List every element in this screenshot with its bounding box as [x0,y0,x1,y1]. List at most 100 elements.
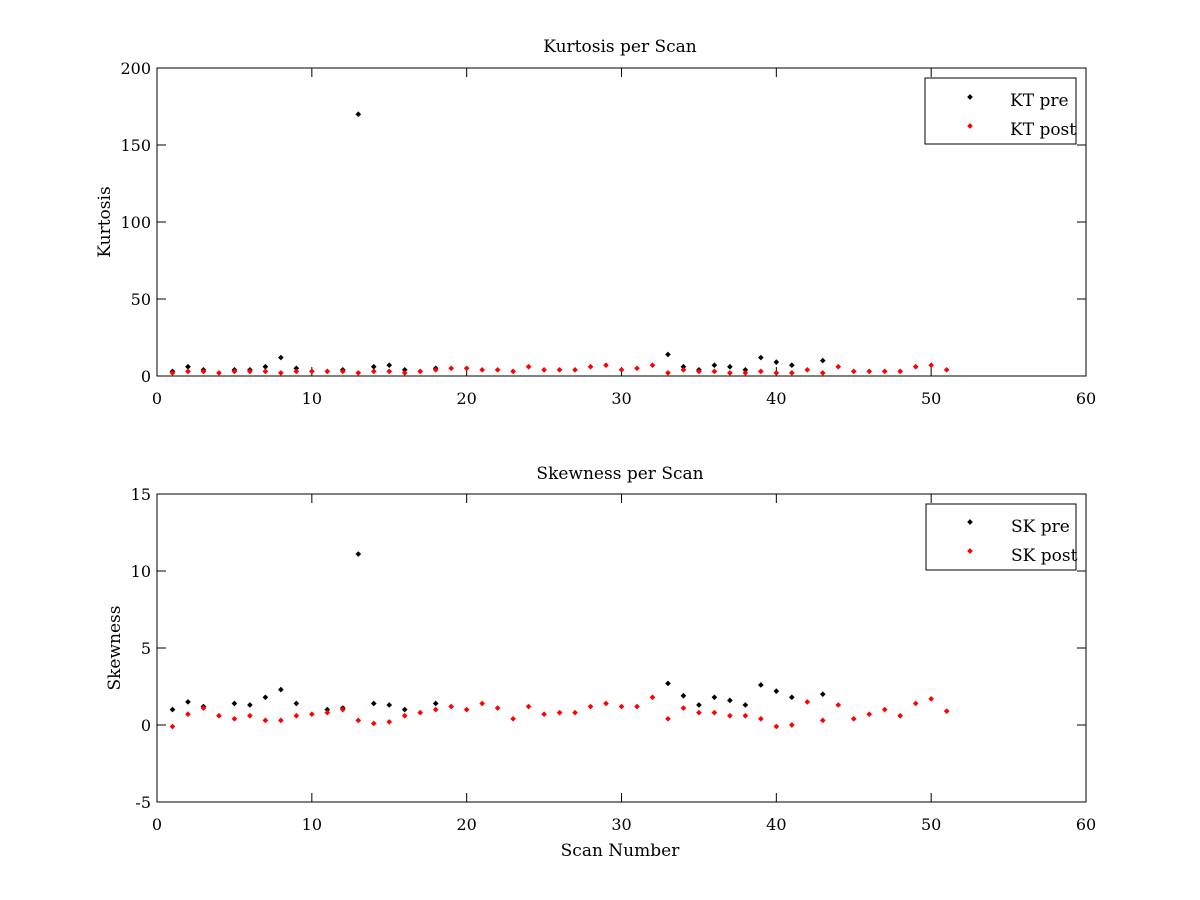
skewness-post-point [448,703,455,710]
skewness-post-point [943,708,950,714]
kurtosis-post-point [278,370,284,376]
kurtosis-pre-point [788,362,795,369]
kurtosis-post-point [262,368,269,375]
skewness-post-point [278,717,284,724]
kurtosis-post-point [525,363,532,370]
skewness-pre-point [432,700,439,707]
kurtosis-post-point [742,370,749,376]
kurtosis-post-point [788,370,795,376]
kurtosis-post-point [169,370,176,376]
skewness-post-point [262,717,269,724]
skewness-pre-point [324,706,331,713]
kurtosis-x-tick-label: 30 [611,389,631,408]
kurtosis-x-tick-label: 40 [766,389,786,408]
skewness-post-point [216,712,222,719]
skewness-post-point [742,712,749,719]
skewness-post-point [339,706,346,713]
skewness-pre-point [231,700,238,707]
skewness-pre-point [278,686,284,693]
kurtosis-x-tick-label: 20 [456,389,476,408]
skewness-pre-point [742,702,749,708]
skewness-y-tick-label: -5 [135,793,151,812]
skewness-post-point [247,712,253,719]
skewness-post-point [819,717,826,724]
skewness-y-axis-label: Skewness [105,605,125,690]
kurtosis-pre-point [370,363,377,370]
kurtosis-x-tick-label: 10 [302,389,322,408]
skewness-post-point [309,711,315,718]
skewness-post-point [758,716,764,722]
kurtosis-y-tick-label: 100 [120,213,151,232]
skewness-post-point [200,705,207,711]
skewness-pre-point [247,702,253,708]
skewness-x-axis-label: Scan Number [561,841,681,861]
kurtosis-pre-point [665,351,671,358]
skewness-pre-point [262,694,269,701]
kurtosis-post-point [711,368,718,375]
kurtosis-pre-point [727,363,733,370]
skewness-post-point [618,703,625,710]
kurtosis-post-point [386,368,393,375]
skewness-y-tick-label: 0 [141,716,151,735]
skewness-post-point [417,709,424,716]
skewness-pre-point [727,697,733,704]
skewness-pre-point [680,692,687,699]
kurtosis-post-point [479,367,485,373]
kurtosis-pre-point [819,357,826,364]
kurtosis-post-point [727,370,733,376]
kurtosis-ticks: 0 10 20 30 40 50 60 0 50 100 150 200 [120,59,1096,408]
skewness-post-point [572,709,578,716]
skewness-x-tick-label: 20 [456,815,476,834]
kt-post-legend-marker [967,123,973,129]
kurtosis-post-point [897,368,904,375]
kurtosis-post-point [432,367,439,373]
skewness-post-point [463,706,470,713]
kurtosis-y-tick-label: 150 [120,136,151,155]
kurtosis-pre-point [185,363,191,370]
skewness-pre-point [169,706,176,713]
skewness-post-point [928,695,934,702]
skewness-pre-point [788,694,795,701]
kurtosis-post-point [185,368,191,375]
kurtosis-post-point [603,362,609,369]
kurtosis-post-point [618,367,625,373]
skewness-post-point [556,709,563,716]
kurtosis-post-point [417,368,424,375]
skewness-post-point [711,709,718,716]
skewness-post-point [355,717,362,724]
skewness-post-point [479,700,485,707]
skewness-post-point [634,703,640,710]
kurtosis-post-point [881,368,888,375]
kt-post-legend-label: KT post [1010,120,1076,140]
skewness-post-point [897,712,904,719]
kurtosis-post-point [231,368,238,375]
skewness-x-tick-label: 50 [921,815,941,834]
kurtosis-post-point [309,368,315,375]
kurtosis-post-point [448,365,455,372]
skewness-post-point [169,723,176,730]
kurtosis-points [169,111,950,376]
skewness-chart-title: Skewness per Scan [536,464,703,484]
kurtosis-legend-entry-post: KT post [967,120,1076,140]
skewness-x-tick-label: 40 [766,815,786,834]
skewness-pre-point [758,682,764,688]
kurtosis-x-tick-label: 60 [1076,389,1096,408]
skewness-post-point [510,716,516,722]
skewness-pre-point [711,694,718,701]
kurtosis-y-tick-label: 200 [120,59,151,78]
kurtosis-post-point [850,368,857,375]
skewness-post-point [231,716,238,722]
kurtosis-post-point [247,368,253,375]
kurtosis-post-point [510,368,516,375]
kt-pre-legend-label: KT pre [1010,91,1069,111]
kurtosis-post-point [649,362,656,369]
skewness-post-point [494,705,501,711]
skewness-legend-entry-post: SK post [967,546,1078,566]
kurtosis-post-point [835,363,842,370]
skewness-post-point [541,711,547,718]
skewness-pre-point [401,706,408,713]
kurtosis-chart-title: Kurtosis per Scan [543,37,697,57]
kurtosis-pre-point [758,354,764,361]
skewness-post-point [386,719,393,725]
skewness-post-point [835,702,842,708]
